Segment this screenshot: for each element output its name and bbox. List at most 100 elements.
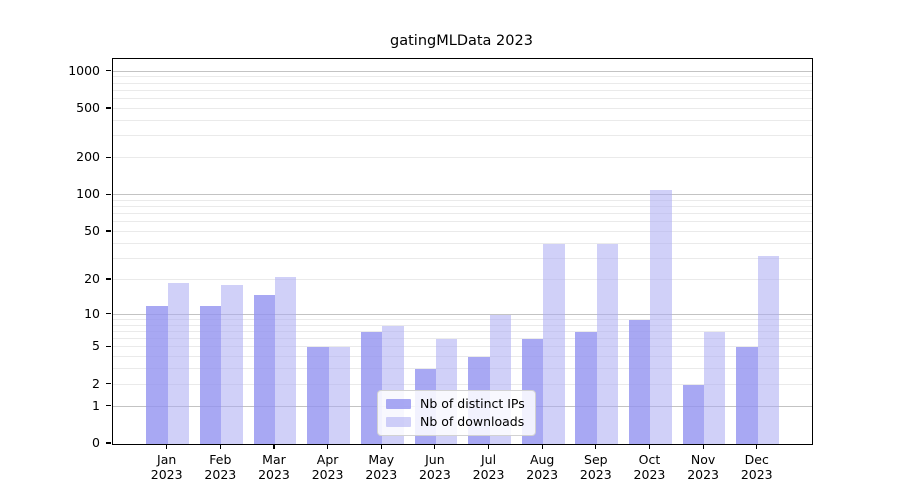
x-tick-mark: [541, 444, 543, 449]
y-tick-mark: [106, 230, 111, 232]
minor-gridline: [113, 206, 812, 208]
x-tick-label-aug: Aug 2023: [526, 452, 559, 482]
bar-downloads-oct: [650, 190, 672, 444]
x-tick-mark: [648, 444, 651, 449]
x-tick-label-may: May 2023: [365, 452, 398, 482]
bar-distinct-ips-nov: [682, 384, 705, 444]
x-tick-label-apr: Apr 2023: [311, 452, 344, 482]
minor-gridline: [113, 383, 812, 385]
y-tick-label: 2: [92, 375, 100, 391]
bar-downloads-dec: [757, 255, 780, 444]
minor-gridline: [113, 213, 812, 215]
y-tick-label: 5: [92, 338, 100, 354]
minor-gridline: [113, 346, 812, 348]
x-tick-label-oct: Oct 2023: [633, 452, 666, 482]
x-tick-mark: [327, 444, 329, 449]
x-tick-mark: [380, 444, 382, 449]
y-tick-label: 1000: [68, 62, 100, 78]
y-tick-mark: [106, 405, 111, 407]
legend-label-downloads: Nb of downloads: [420, 414, 525, 429]
y-tick-mark: [106, 278, 111, 280]
bar-distinct-ips-may: [360, 331, 383, 444]
bar-distinct-ips-jan: [146, 305, 168, 444]
x-tick-label-feb: Feb 2023: [204, 452, 237, 482]
y-tick-label: 20: [84, 270, 100, 286]
minor-gridline: [113, 338, 812, 340]
y-tick-mark: [106, 442, 111, 444]
bar-distinct-ips-oct: [629, 319, 651, 444]
y-tick-mark: [106, 107, 111, 109]
bar-downloads-jan: [167, 282, 190, 444]
x-tick-label-nov: Nov 2023: [687, 452, 719, 482]
x-tick-label-jun: Jun 2023: [418, 452, 451, 482]
legend-item-distinct-ips: Nb of distinct IPs: [386, 396, 525, 411]
bar-distinct-ips-feb: [199, 305, 222, 444]
x-tick-mark: [434, 444, 436, 449]
minor-gridline: [113, 278, 812, 280]
y-tick-mark: [106, 156, 111, 158]
minor-gridline: [113, 221, 812, 223]
minor-gridline: [113, 330, 812, 332]
minor-gridline: [113, 107, 812, 109]
minor-gridline: [113, 82, 812, 84]
minor-gridline: [113, 231, 812, 233]
minor-gridline: [113, 98, 812, 100]
y-tick-label: 0: [92, 435, 100, 450]
bar-distinct-ips-apr: [307, 347, 329, 444]
bar-distinct-ips-sep: [575, 331, 597, 444]
minor-gridline: [113, 368, 812, 370]
y-tick-label: 100: [76, 186, 100, 202]
y-tick-mark: [106, 345, 111, 348]
legend-item-downloads: Nb of downloads: [386, 414, 525, 429]
bar-downloads-mar: [274, 277, 297, 444]
bar-downloads-apr: [328, 347, 350, 444]
minor-gridline: [113, 135, 812, 137]
y-tick-label: 50: [84, 223, 100, 239]
major-gridline: [113, 313, 812, 315]
x-tick-label-dec: Dec 2023: [740, 452, 773, 482]
minor-gridline: [113, 89, 812, 91]
bar-downloads-sep: [596, 243, 619, 444]
x-tick-label-sep: Sep 2023: [579, 452, 612, 482]
bar-distinct-ips-dec: [736, 347, 758, 444]
minor-gridline: [113, 199, 812, 201]
minor-gridline: [113, 242, 812, 244]
bar-downloads-nov: [704, 331, 726, 444]
x-tick-mark: [702, 444, 704, 449]
legend-swatch-distinct-ips-icon: [386, 398, 411, 409]
legend: Nb of distinct IPs Nb of downloads: [377, 390, 536, 436]
major-gridline: [113, 194, 812, 196]
bar-downloads-aug: [543, 243, 565, 444]
y-tick-mark: [106, 313, 111, 315]
y-tick-label: 200: [76, 149, 100, 165]
x-tick-label-jan: Jan 2023: [150, 452, 183, 482]
x-tick-label-jul: Jul 2023: [472, 452, 505, 482]
legend-label-distinct-ips: Nb of distinct IPs: [420, 396, 525, 411]
minor-gridline: [113, 318, 812, 320]
y-tick-label: 10: [84, 305, 100, 321]
minor-gridline: [113, 76, 812, 78]
x-tick-mark: [273, 444, 275, 449]
y-tick-mark: [106, 383, 111, 385]
bar-downloads-feb: [221, 285, 243, 444]
y-tick-label: 500: [76, 99, 100, 115]
y-tick-label: 1: [92, 397, 100, 413]
chart-title: gatingMLData 2023: [390, 33, 533, 49]
y-tick-mark: [106, 193, 111, 195]
plot-area: [112, 58, 813, 445]
x-tick-mark: [756, 444, 758, 449]
minor-gridline: [113, 157, 812, 159]
major-gridline: [113, 70, 812, 72]
bar-distinct-ips-mar: [253, 294, 275, 444]
minor-gridline: [113, 356, 812, 358]
minor-gridline: [113, 324, 812, 326]
y-tick-mark: [106, 70, 111, 72]
x-tick-mark: [487, 444, 490, 449]
legend-swatch-downloads-icon: [386, 416, 411, 427]
minor-gridline: [113, 257, 812, 259]
x-tick-label-mar: Mar 2023: [258, 452, 290, 482]
x-tick-mark: [166, 444, 168, 449]
minor-gridline: [113, 119, 812, 121]
x-tick-mark: [219, 444, 221, 449]
